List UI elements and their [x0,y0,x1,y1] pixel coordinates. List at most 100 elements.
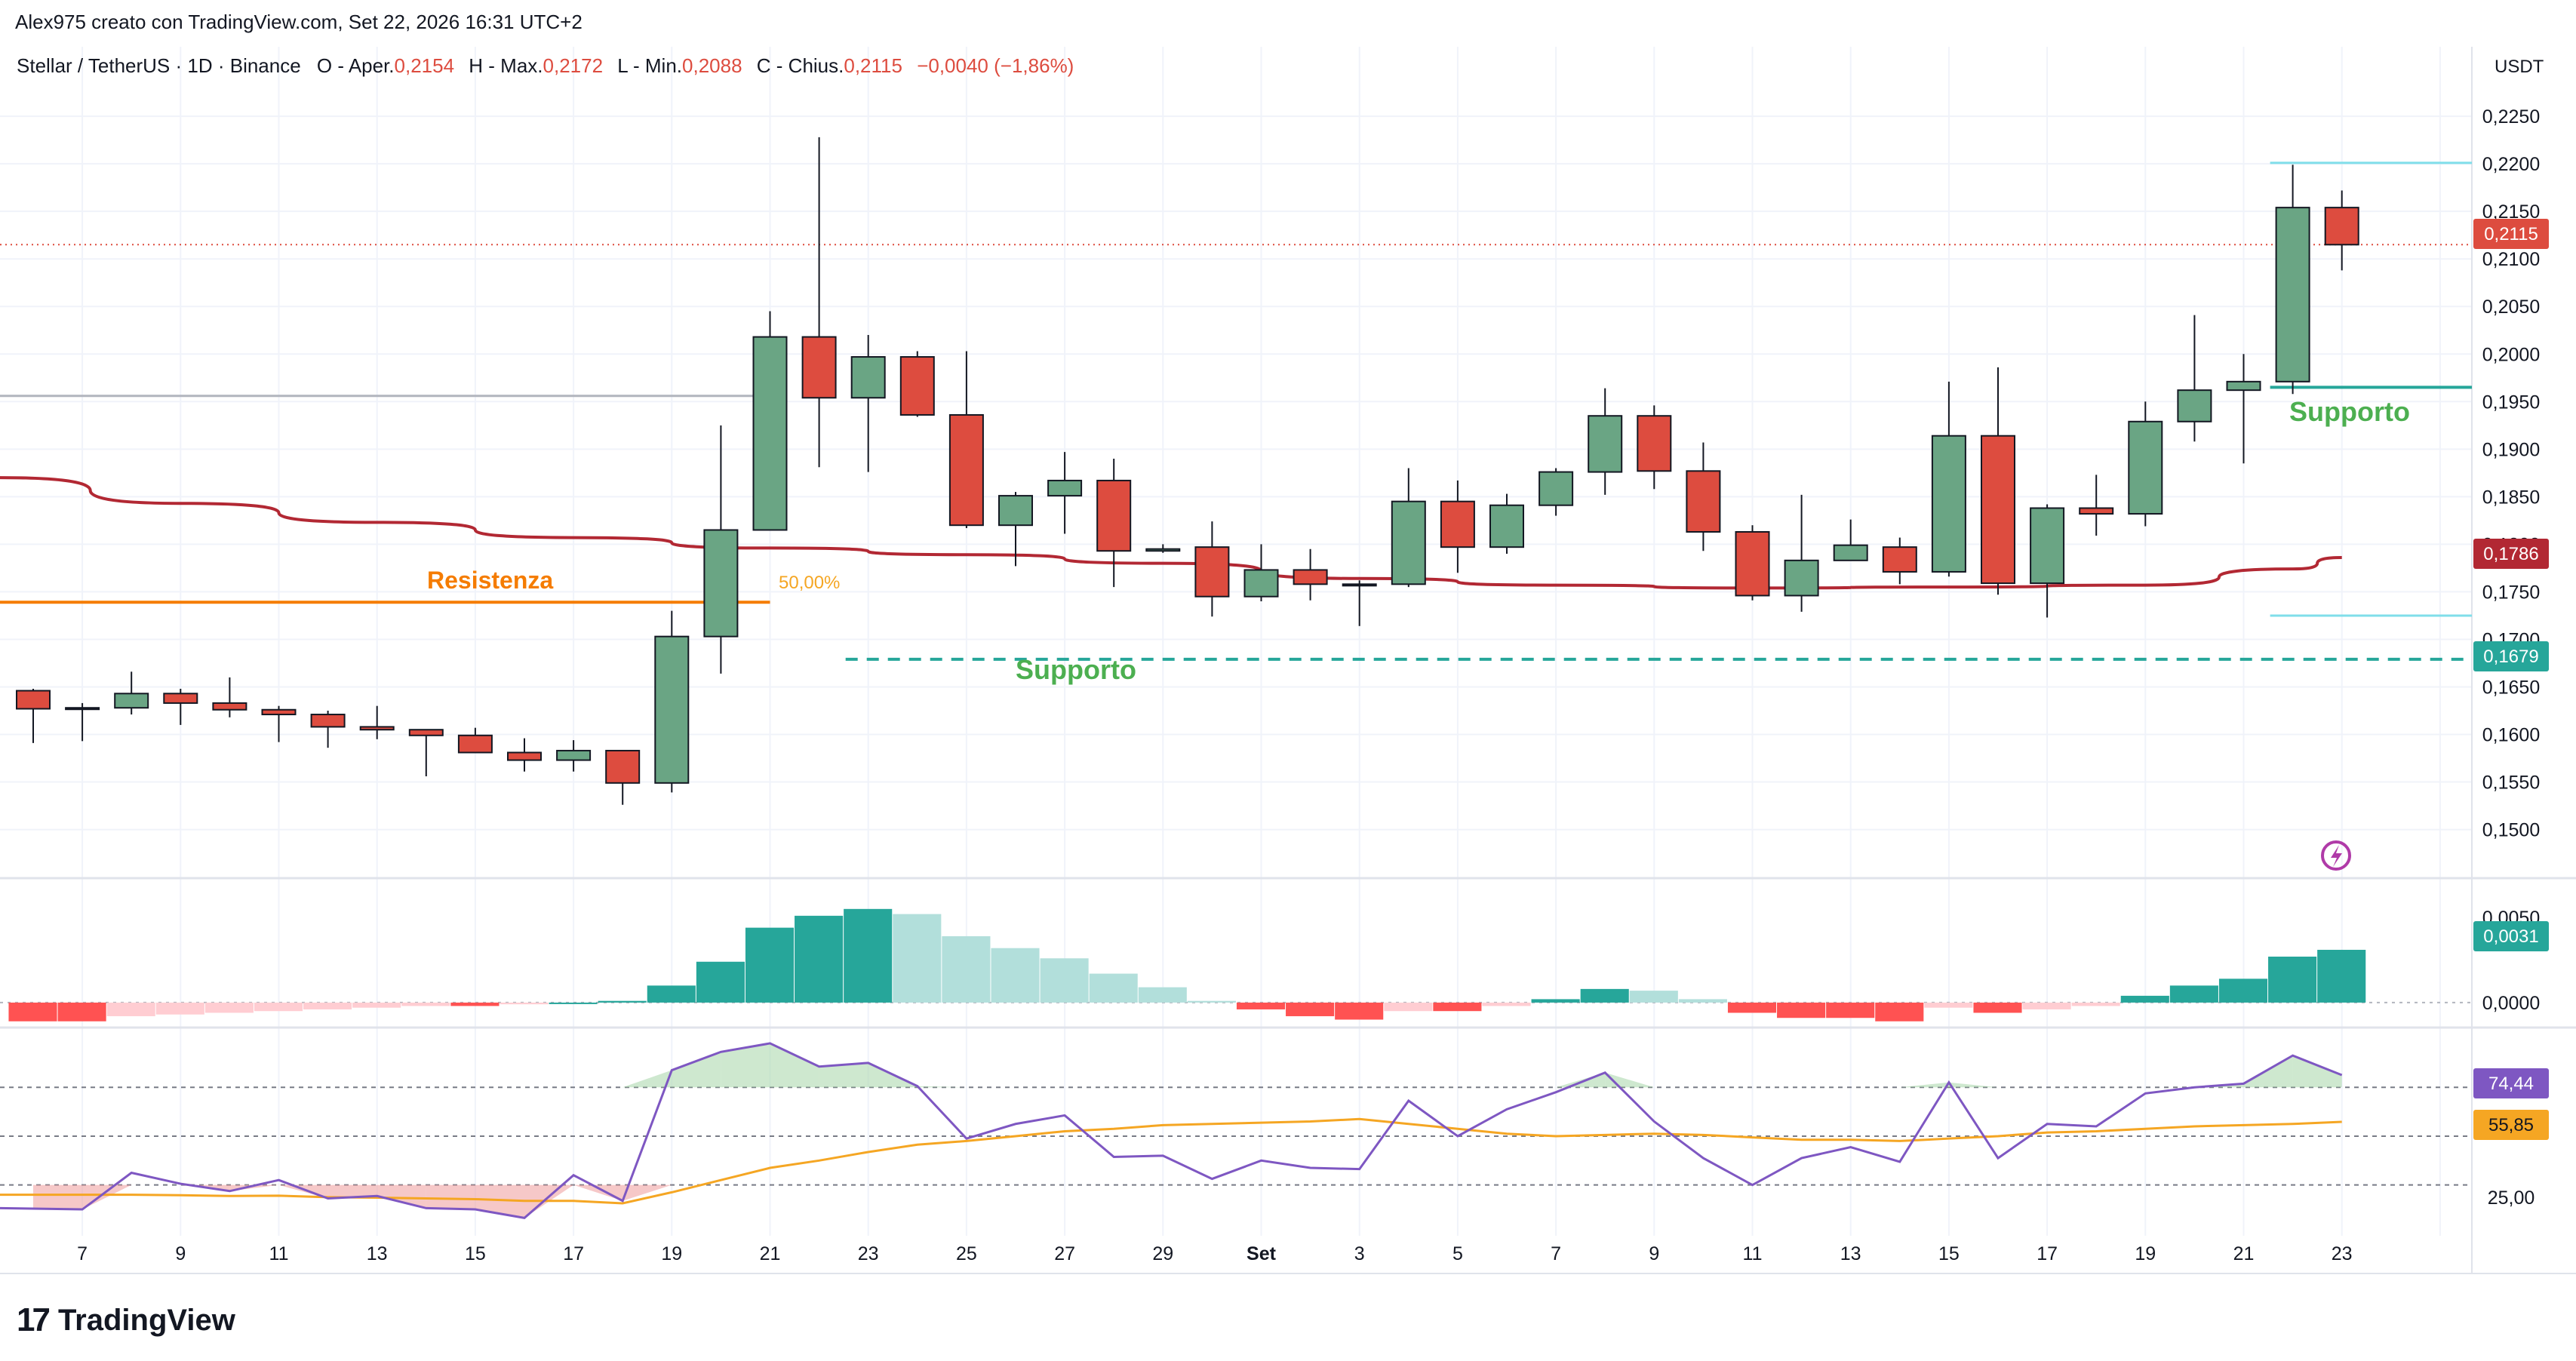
candle[interactable] [1833,519,1868,561]
price-tick: 0,2050 [2482,296,2540,318]
macd-bar [1973,1002,2022,1013]
rsi-panel [0,1042,2472,1219]
rsi-oversold-fill [33,1184,83,1210]
price-annotations [0,161,2472,661]
candle[interactable] [1637,405,1672,490]
candle[interactable] [2079,475,2114,536]
candle[interactable] [850,335,886,472]
candle-body-up [2226,380,2261,392]
candle[interactable] [163,689,198,725]
candle[interactable] [114,671,149,715]
macd-bar [1875,1002,1924,1022]
macd-bar [1826,1002,1875,1018]
svg-text:55,85: 55,85 [2488,1115,2534,1135]
candle[interactable] [2226,354,2261,464]
candle[interactable] [1735,525,1770,601]
candle[interactable] [507,738,542,772]
candle[interactable] [261,705,297,742]
candle[interactable] [1784,494,1819,612]
candle[interactable] [2275,164,2310,395]
date-tick: 19 [661,1243,682,1264]
candle[interactable] [899,351,935,417]
rsi-overbought-fill [770,1043,819,1088]
candle[interactable] [801,137,837,468]
candle[interactable] [1145,544,1181,553]
candle[interactable] [1293,548,1328,601]
svg-text:0,2115: 0,2115 [2484,224,2538,244]
candle-body-down [163,693,198,704]
tradingview-logo[interactable]: 17 TradingView [17,1299,235,1341]
candle[interactable] [1342,580,1377,626]
candle[interactable] [2030,504,2065,618]
candle[interactable] [1096,458,1132,588]
candle[interactable] [1243,544,1279,602]
candle[interactable] [948,351,984,528]
price-tick: 0,1950 [2482,392,2540,413]
candle[interactable] [998,492,1033,567]
candle[interactable] [2128,401,2163,527]
candle-body-up [1539,471,1574,506]
rsi-overbought-fill [2292,1055,2342,1088]
candle-body-up [114,693,149,709]
candle[interactable] [1686,442,1721,551]
candle[interactable] [65,702,100,742]
candle-body-down [359,726,395,731]
candle[interactable] [16,689,51,743]
grid [0,47,2472,1236]
rsi-oversold-fill [524,1184,574,1218]
rsi-oversold-fill [475,1184,524,1218]
macd-bar [57,1002,106,1022]
candle-body-up [556,749,592,761]
candle[interactable] [2324,190,2359,271]
candle[interactable] [1047,452,1083,534]
candle[interactable] [1931,381,1966,577]
last-price-badge: 0,2115 [2473,219,2549,249]
candle[interactable] [310,711,346,748]
candle[interactable] [605,749,641,805]
date-tick: 21 [2233,1243,2255,1264]
candle[interactable] [654,610,690,793]
price-axis[interactable]: 0,22500,22000,21500,21000,20500,20000,19… [2482,106,2540,1209]
candle[interactable] [1882,537,1917,585]
macd-bar [401,1002,450,1006]
candle[interactable] [1539,468,1574,516]
candle[interactable] [359,705,395,739]
date-tick: 3 [1354,1243,1365,1264]
price-tick: 0,1900 [2482,439,2540,460]
date-tick: 7 [77,1243,88,1264]
candle[interactable] [1489,493,1524,554]
candle[interactable] [408,729,444,776]
candle[interactable] [457,727,493,754]
legend-close-label: C - Chius. [757,54,844,77]
price-tick: 0,2200 [2482,154,2540,175]
price-tick: 0,2250 [2482,106,2540,127]
candle-body-up [1342,583,1377,587]
candle-body-down [948,413,984,527]
macd-bar [2317,949,2366,1003]
candle[interactable] [212,677,247,717]
date-tick: 17 [2037,1243,2058,1264]
candle[interactable] [1981,367,2015,595]
candles[interactable] [16,137,2359,805]
author-line: Alex975 creato con TradingView.com, Set … [15,11,583,33]
candle[interactable] [1391,468,1426,588]
lightning-icon[interactable] [2321,840,2351,871]
candle[interactable] [556,740,592,772]
candle-body-up [1931,435,1966,573]
macd-bar [254,1002,303,1012]
candle-body-down [457,734,493,754]
candle[interactable] [1440,480,1475,573]
candle[interactable] [1588,388,1623,495]
candle[interactable] [703,425,739,674]
candle[interactable] [752,311,788,531]
candle-body-down [605,749,641,784]
date-axis[interactable]: 7 9 11 13 15 17 19 21 23 25 27 29 Set 3 5 7 9 11 13 15 17 19 2… [77,1243,2352,1264]
candle-body-up [1489,504,1524,548]
legend-high-value: 0,2172 [543,54,604,77]
candle-body-up [65,707,100,711]
rsi-oversold-fill [278,1184,328,1199]
candle[interactable] [1194,521,1230,617]
date-tick: 29 [1152,1243,1173,1264]
candle[interactable] [2177,315,2212,442]
